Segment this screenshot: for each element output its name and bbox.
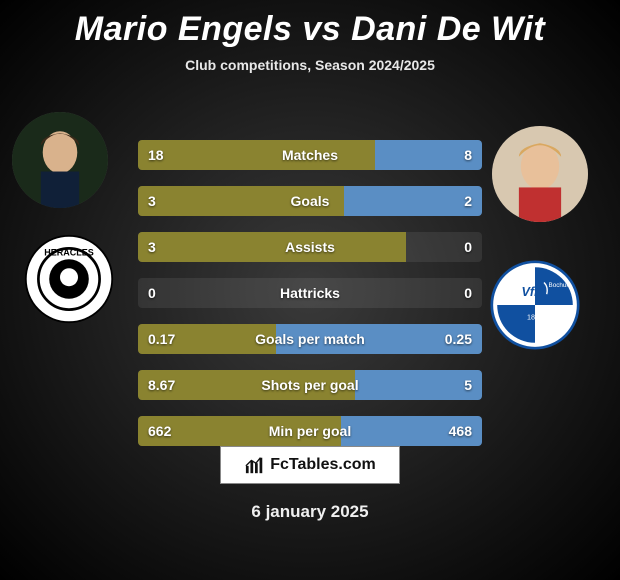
stat-label: Min per goal bbox=[138, 416, 482, 446]
svg-text:HERACLES: HERACLES bbox=[44, 248, 94, 258]
subtitle: Club competitions, Season 2024/2025 bbox=[0, 57, 620, 73]
stat-label: Assists bbox=[138, 232, 482, 262]
stat-row: 00Hattricks bbox=[138, 278, 482, 308]
stat-row: 32Goals bbox=[138, 186, 482, 216]
svg-text:VfL: VfL bbox=[522, 285, 542, 299]
club-crest-icon: HERACLES bbox=[24, 234, 114, 324]
logo-text: FcTables.com bbox=[270, 456, 376, 474]
avatar-left bbox=[12, 112, 108, 208]
site-logo: FcTables.com bbox=[220, 446, 400, 484]
stat-label: Shots per goal bbox=[138, 370, 482, 400]
player-photo-icon bbox=[492, 126, 588, 222]
bar-chart-icon bbox=[244, 455, 266, 475]
stat-row: 8.675Shots per goal bbox=[138, 370, 482, 400]
crest-left: HERACLES bbox=[24, 234, 114, 324]
stat-label: Matches bbox=[138, 140, 482, 170]
club-crest-icon: VfL 1848 Bochum bbox=[490, 260, 580, 350]
stat-row: 188Matches bbox=[138, 140, 482, 170]
page-title: Mario Engels vs Dani De Wit bbox=[0, 0, 620, 49]
stat-row: 0.170.25Goals per match bbox=[138, 324, 482, 354]
stat-label: Goals bbox=[138, 186, 482, 216]
content: Mario Engels vs Dani De Wit Club competi… bbox=[0, 0, 620, 580]
svg-text:Bochum: Bochum bbox=[549, 282, 572, 289]
player-photo-icon bbox=[12, 112, 108, 208]
svg-text:1848: 1848 bbox=[527, 312, 543, 321]
avatar-right bbox=[492, 126, 588, 222]
date-label: 6 january 2025 bbox=[0, 502, 620, 522]
stats-chart: 188Matches 32Goals 30Assists 00Hattricks 0.1… bbox=[138, 140, 482, 462]
stat-label: Hattricks bbox=[138, 278, 482, 308]
stat-label: Goals per match bbox=[138, 324, 482, 354]
stat-row: 30Assists bbox=[138, 232, 482, 262]
stat-row: 662468Min per goal bbox=[138, 416, 482, 446]
crest-right: VfL 1848 Bochum bbox=[490, 260, 580, 350]
